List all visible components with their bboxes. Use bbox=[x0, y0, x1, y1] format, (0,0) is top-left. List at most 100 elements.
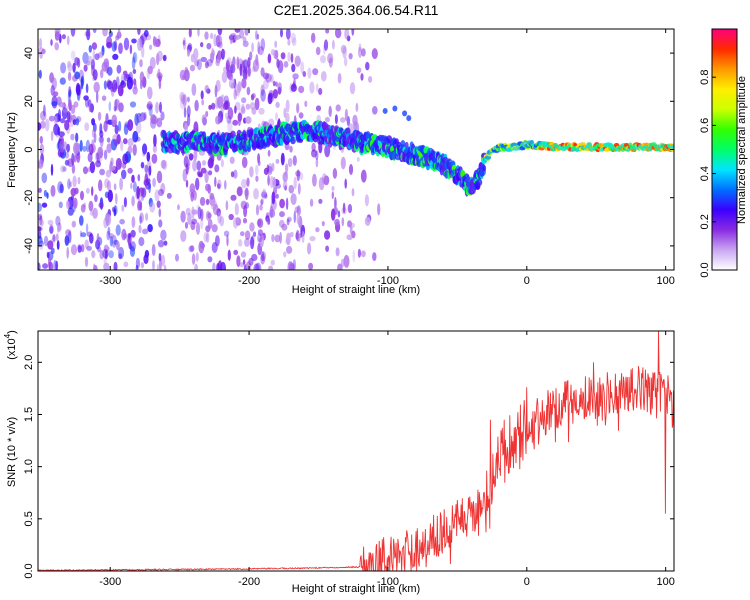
noise-blob bbox=[228, 213, 234, 221]
noise-blob bbox=[99, 130, 104, 138]
colorbar: 0.0 0.2 0.4 0.6 0.8 Normalized spectral ampl… bbox=[699, 28, 748, 278]
noise-blob bbox=[82, 145, 87, 152]
noise-blob bbox=[51, 101, 58, 107]
noise-blob bbox=[340, 156, 346, 170]
noise-blob bbox=[97, 111, 102, 121]
noise-blob bbox=[301, 230, 305, 244]
noise-blob bbox=[318, 87, 323, 96]
noise-blob bbox=[193, 48, 199, 61]
noise-blob bbox=[299, 172, 304, 181]
noise-blob bbox=[334, 197, 337, 210]
noise-blob bbox=[287, 39, 291, 46]
noise-blob bbox=[83, 95, 89, 101]
noise-blob bbox=[204, 31, 209, 40]
y-tick-label: 20 bbox=[23, 95, 35, 107]
noise-blob bbox=[85, 60, 91, 66]
noise-blob bbox=[65, 229, 72, 237]
noise-blob bbox=[120, 79, 125, 86]
y-tick-label: -20 bbox=[23, 190, 35, 206]
noise-blob bbox=[44, 118, 50, 132]
noise-blob bbox=[57, 223, 60, 233]
noise-blob bbox=[57, 148, 64, 158]
noise-blob bbox=[132, 51, 138, 64]
x-tick-label: -100 bbox=[377, 576, 399, 588]
x-tick-label: 100 bbox=[656, 275, 674, 287]
noise-blob bbox=[159, 101, 162, 113]
noise-blob bbox=[260, 84, 265, 96]
noise-blob bbox=[182, 40, 186, 46]
noise-blob bbox=[70, 50, 76, 61]
noise-blob bbox=[68, 98, 72, 110]
noise-blob bbox=[205, 232, 210, 243]
noise-blob bbox=[200, 42, 204, 48]
noise-blob bbox=[377, 203, 381, 216]
noise-blob bbox=[41, 202, 48, 208]
noise-blob bbox=[55, 233, 59, 242]
noise-blob bbox=[204, 84, 209, 93]
x-tick-label: -200 bbox=[238, 576, 260, 588]
noise-blob bbox=[344, 108, 348, 121]
noise-blob bbox=[245, 103, 251, 110]
noise-blob bbox=[372, 252, 377, 262]
noise-blob bbox=[234, 83, 239, 97]
noise-blob bbox=[286, 245, 293, 254]
noise-blob bbox=[103, 149, 108, 160]
noise-blob bbox=[98, 202, 104, 209]
noise-blob bbox=[302, 71, 307, 77]
noise-blob bbox=[69, 181, 73, 188]
noise-blob bbox=[106, 41, 113, 49]
chart-title: C2E1.2025.364.06.54.R11 bbox=[274, 2, 439, 18]
noise-blob bbox=[97, 146, 104, 159]
noise-blob bbox=[206, 59, 213, 67]
noise-blob bbox=[145, 178, 151, 184]
noise-blob bbox=[234, 29, 241, 33]
noise-blob bbox=[101, 45, 105, 56]
noise-blob bbox=[38, 122, 42, 131]
noise-blob bbox=[38, 213, 43, 221]
noise-blob bbox=[340, 117, 346, 123]
noise-blob bbox=[278, 219, 285, 228]
noise-blob bbox=[123, 123, 129, 136]
colorbar-tick-label: 0.0 bbox=[699, 262, 711, 277]
noise-blob bbox=[271, 162, 275, 172]
noise-blob bbox=[361, 250, 366, 258]
noise-blob bbox=[133, 52, 136, 63]
noise-blob bbox=[279, 231, 282, 244]
noise-blob bbox=[328, 105, 332, 118]
noise-blob bbox=[72, 62, 76, 73]
noise-blob bbox=[275, 183, 282, 189]
noise-blob bbox=[137, 174, 141, 182]
noise-blob bbox=[244, 187, 249, 201]
noise-blob bbox=[207, 158, 214, 169]
noise-blob bbox=[135, 257, 140, 269]
noise-blob bbox=[216, 35, 223, 47]
noise-blob bbox=[195, 177, 200, 191]
noise-blob bbox=[295, 58, 301, 64]
noise-blob bbox=[89, 143, 94, 156]
noise-blob bbox=[341, 217, 345, 227]
noise-blob bbox=[54, 31, 60, 41]
noise-blob bbox=[147, 224, 153, 233]
noise-blob bbox=[204, 61, 209, 69]
noise-blob bbox=[49, 226, 54, 234]
noise-blob bbox=[111, 79, 118, 93]
noise-blob bbox=[200, 167, 207, 174]
noise-blob bbox=[294, 55, 301, 67]
noise-blob bbox=[50, 130, 54, 142]
noise-blob bbox=[197, 29, 200, 37]
noise-blob bbox=[260, 251, 267, 262]
noise-blob bbox=[280, 29, 283, 38]
noise-blob bbox=[346, 35, 351, 42]
noise-blob bbox=[195, 252, 199, 262]
noise-blob bbox=[80, 232, 87, 238]
noise-blob bbox=[360, 169, 367, 183]
spectrogram-y-axis-label: Frequency (Hz) bbox=[6, 112, 18, 188]
noise-blob bbox=[115, 224, 121, 236]
noise-blob bbox=[287, 51, 291, 63]
noise-blob bbox=[200, 56, 207, 63]
noise-blob bbox=[73, 197, 78, 209]
noise-blob bbox=[232, 56, 236, 68]
noise-blob bbox=[277, 82, 283, 94]
noise-blob bbox=[249, 51, 253, 61]
noise-blob bbox=[290, 32, 296, 44]
